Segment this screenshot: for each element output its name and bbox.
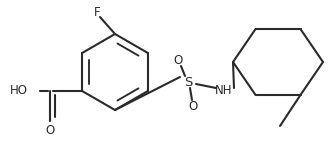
Text: O: O (188, 101, 197, 114)
Text: S: S (184, 76, 192, 88)
Text: HO: HO (10, 85, 28, 98)
Text: O: O (46, 124, 55, 137)
Text: O: O (173, 53, 182, 66)
Text: F: F (94, 5, 100, 19)
Text: NH: NH (215, 84, 233, 96)
